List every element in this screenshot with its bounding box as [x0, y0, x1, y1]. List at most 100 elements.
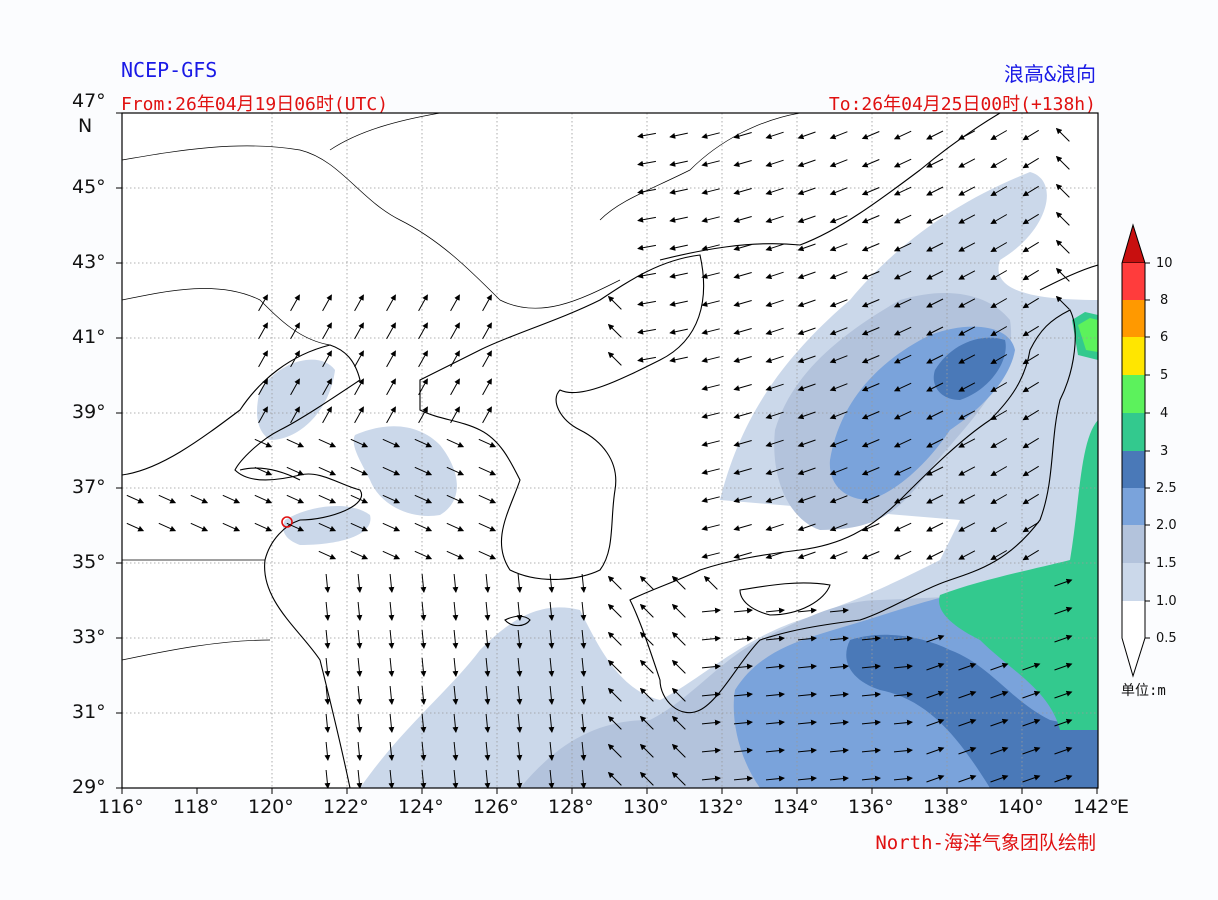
wave-arrow [1022, 549, 1039, 561]
borders [122, 113, 801, 661]
location-marker [281, 516, 293, 528]
wave-arrow [861, 467, 880, 476]
wave-arrow [318, 522, 337, 532]
wave-arrow [607, 715, 622, 730]
wave-arrow [318, 466, 337, 476]
wave-arrow [893, 438, 912, 448]
wave-arrow [701, 160, 720, 167]
colorbar-label-2-0: 2.0 [1156, 518, 1177, 533]
lat-label-29: 29° [72, 776, 106, 798]
wave-arrow [671, 631, 686, 646]
wave-arrow [701, 524, 720, 531]
wave-arrow [669, 244, 688, 251]
wave-arrow [797, 243, 816, 252]
wave-arrow [958, 158, 976, 168]
wave-arrow [420, 657, 427, 677]
lat-label-33: 33° [72, 626, 106, 648]
wave-arrow [386, 378, 396, 396]
wave-arrow [484, 629, 491, 649]
wave-arrow [703, 575, 718, 590]
colorbar-label-2-5: 2.5 [1156, 481, 1177, 496]
wave-arrow [1054, 746, 1073, 755]
wave-arrow [1022, 241, 1039, 253]
wave-arrow [893, 466, 912, 476]
wave-arrow [765, 467, 784, 476]
wave-arrow [733, 635, 753, 642]
wave-arrow [1022, 129, 1039, 141]
wave-arrow [990, 214, 1008, 224]
wave-arrow [701, 607, 721, 614]
wave-arrow [637, 188, 656, 195]
wave-arrow [893, 719, 913, 726]
wave-arrow [516, 657, 523, 677]
wave-arrow [354, 294, 364, 312]
wave-arrow [861, 775, 881, 782]
wave-arrow [829, 635, 849, 642]
wave-arrow [516, 769, 523, 788]
wave-arrow [516, 713, 523, 733]
wave-arrow [701, 244, 720, 251]
wave-arrow [926, 718, 945, 727]
wave-arrow [388, 573, 395, 593]
colorbar-label-6: 6 [1160, 330, 1169, 345]
wave-arrow [580, 741, 587, 761]
wave-arrow [580, 601, 587, 621]
wave-arrow [733, 552, 752, 560]
wave-arrow [414, 438, 433, 448]
wave-arrow [958, 382, 976, 392]
wave-arrow [893, 550, 912, 560]
wave-arrow [414, 550, 433, 560]
wave-arrow [356, 769, 363, 788]
axis-ticks [116, 112, 1098, 794]
wave-arrow [861, 747, 881, 754]
wave-arrow [958, 718, 977, 727]
wave-arrow [733, 775, 753, 782]
wave-arrow [829, 719, 849, 726]
wave-arrow [671, 687, 686, 702]
wave-arrow [1055, 211, 1070, 226]
wave-arrow [580, 573, 587, 593]
wave-arrow [861, 327, 880, 336]
wave-arrow [324, 741, 331, 761]
wave-arrow [482, 406, 492, 424]
wave-arrow [701, 216, 720, 223]
wave-arrow [484, 685, 491, 705]
wave-arrow [893, 663, 913, 670]
wave-arrow [926, 326, 944, 336]
wave-arrow [388, 769, 395, 788]
wave-arrow [516, 601, 523, 621]
colorbar-label-10: 10 [1156, 256, 1173, 271]
wave-arrow [990, 522, 1008, 532]
lon-suffix: E [1117, 796, 1130, 818]
wave-arrow [733, 132, 752, 140]
wave-arrow [701, 440, 720, 447]
wave-arrow [350, 522, 369, 532]
wave-arrow [420, 629, 427, 649]
wave-arrow [548, 769, 555, 788]
wave-arrow [671, 659, 686, 674]
wave-arrow [861, 131, 880, 140]
map-frame [121, 112, 1099, 789]
wave-arrow [829, 131, 848, 140]
wave-arrow [639, 631, 654, 646]
wave-arrow [861, 691, 881, 698]
wave-arrow [829, 691, 849, 698]
wave-arrow [1022, 185, 1039, 197]
wave-arrow [388, 657, 395, 677]
wave-arrow [1022, 269, 1039, 281]
wave-arrow [484, 769, 491, 788]
wave-arrow [322, 378, 332, 396]
wave-arrow [450, 350, 460, 368]
wave-arrow [861, 215, 880, 224]
wave-arrow [893, 494, 912, 504]
wave-arrow [420, 573, 427, 593]
wave-arrow [548, 629, 555, 649]
wave-arrow [990, 662, 1009, 671]
wave-arrow [1055, 295, 1070, 310]
wave-arrow [1054, 718, 1073, 727]
wave-arrow [893, 326, 912, 336]
wave-arrow [222, 522, 241, 532]
wave-arrow [1022, 690, 1041, 699]
wave-arrow [354, 378, 364, 396]
